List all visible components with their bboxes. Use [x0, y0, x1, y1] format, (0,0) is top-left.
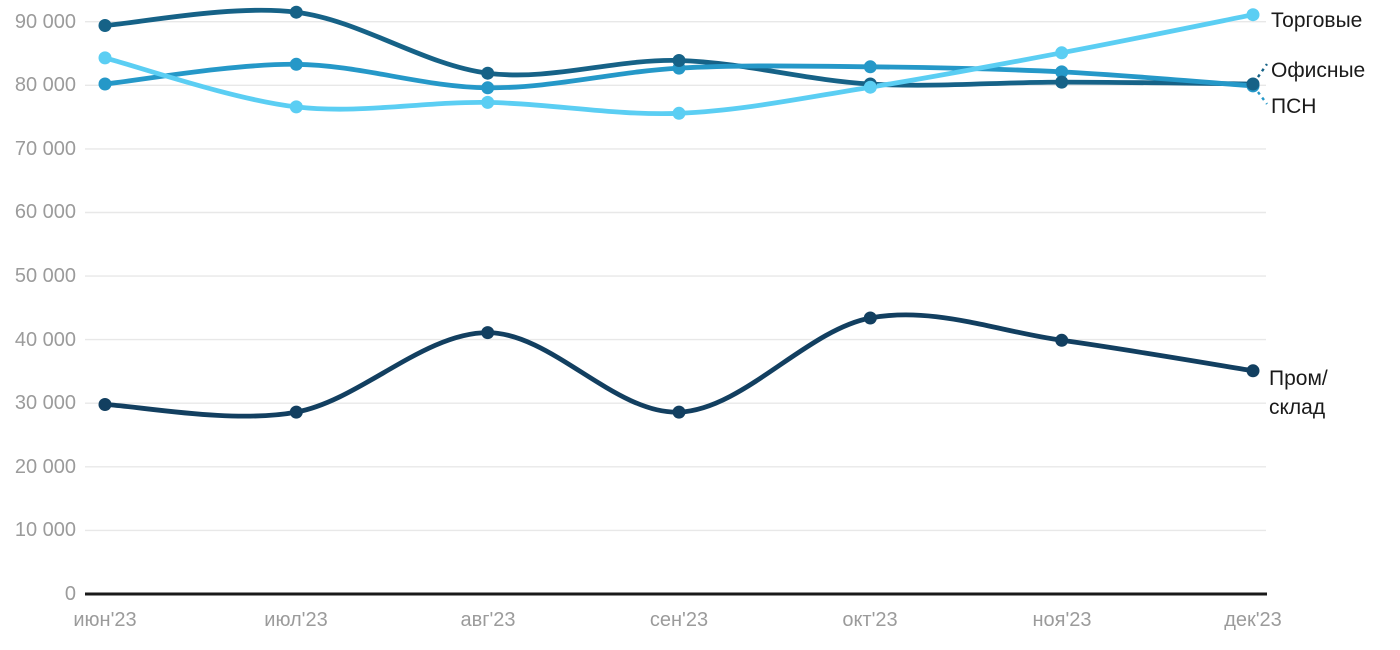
data-point-prom-sklad — [289, 405, 303, 419]
series-label-torgovye: Торговые — [1271, 9, 1363, 32]
data-point-prom-sklad — [863, 311, 877, 325]
x-tick-label: ноя'23 — [1032, 609, 1092, 631]
x-tick-label: июн'23 — [73, 609, 137, 631]
data-point-ofisnye — [289, 5, 303, 19]
data-point-ofisnye — [1055, 75, 1069, 89]
y-tick-label: 20 000 — [14, 456, 76, 478]
y-tick-label: 90 000 — [14, 11, 76, 33]
data-point-torgovye — [98, 51, 112, 65]
y-tick-label: 0 — [64, 583, 76, 605]
y-tick-label: 10 000 — [14, 519, 76, 541]
data-point-ofisnye — [98, 19, 112, 32]
y-tick-label: 60 000 — [14, 201, 76, 223]
data-point-torgovye — [289, 100, 303, 114]
data-point-psn — [863, 60, 877, 74]
data-point-prom-sklad — [1055, 333, 1069, 347]
series-label-ofisnye: Офисные — [1271, 59, 1366, 82]
data-point-prom-sklad — [481, 326, 495, 340]
series-label-psn: ПСН — [1271, 95, 1317, 118]
data-point-torgovye — [1246, 8, 1260, 22]
data-point-torgovye — [672, 106, 686, 120]
data-point-ofisnye — [1246, 77, 1260, 91]
data-point-psn — [289, 57, 303, 71]
leader-line-ofisnye — [1256, 63, 1268, 78]
y-tick-label: 40 000 — [14, 329, 76, 351]
series-line-prom-sklad — [102, 312, 1256, 419]
x-tick-label: дек'23 — [1224, 609, 1282, 631]
data-point-prom-sklad — [1246, 364, 1260, 378]
data-point-psn — [1055, 65, 1069, 79]
leader-line-psn — [1257, 91, 1268, 105]
data-point-prom-sklad — [98, 398, 112, 411]
y-tick-label: 50 000 — [14, 265, 76, 287]
y-tick-label: 80 000 — [14, 74, 76, 96]
data-point-prom-sklad — [672, 405, 686, 419]
y-tick-label: 70 000 — [14, 138, 76, 160]
x-tick-label: авг'23 — [460, 609, 516, 631]
data-point-ofisnye — [672, 54, 686, 67]
x-tick-label: окт'23 — [842, 609, 898, 631]
data-point-psn — [98, 77, 112, 91]
series-label-prom-sklad: Пром/ склад — [1269, 367, 1328, 419]
data-point-psn — [481, 81, 495, 95]
x-tick-label: июл'23 — [264, 609, 328, 631]
data-point-torgovye — [1055, 46, 1069, 60]
data-point-ofisnye — [481, 66, 495, 80]
data-point-torgovye — [863, 80, 877, 94]
y-tick-label: 30 000 — [14, 392, 76, 414]
data-point-torgovye — [481, 95, 495, 109]
x-tick-label: сен'23 — [649, 609, 709, 631]
